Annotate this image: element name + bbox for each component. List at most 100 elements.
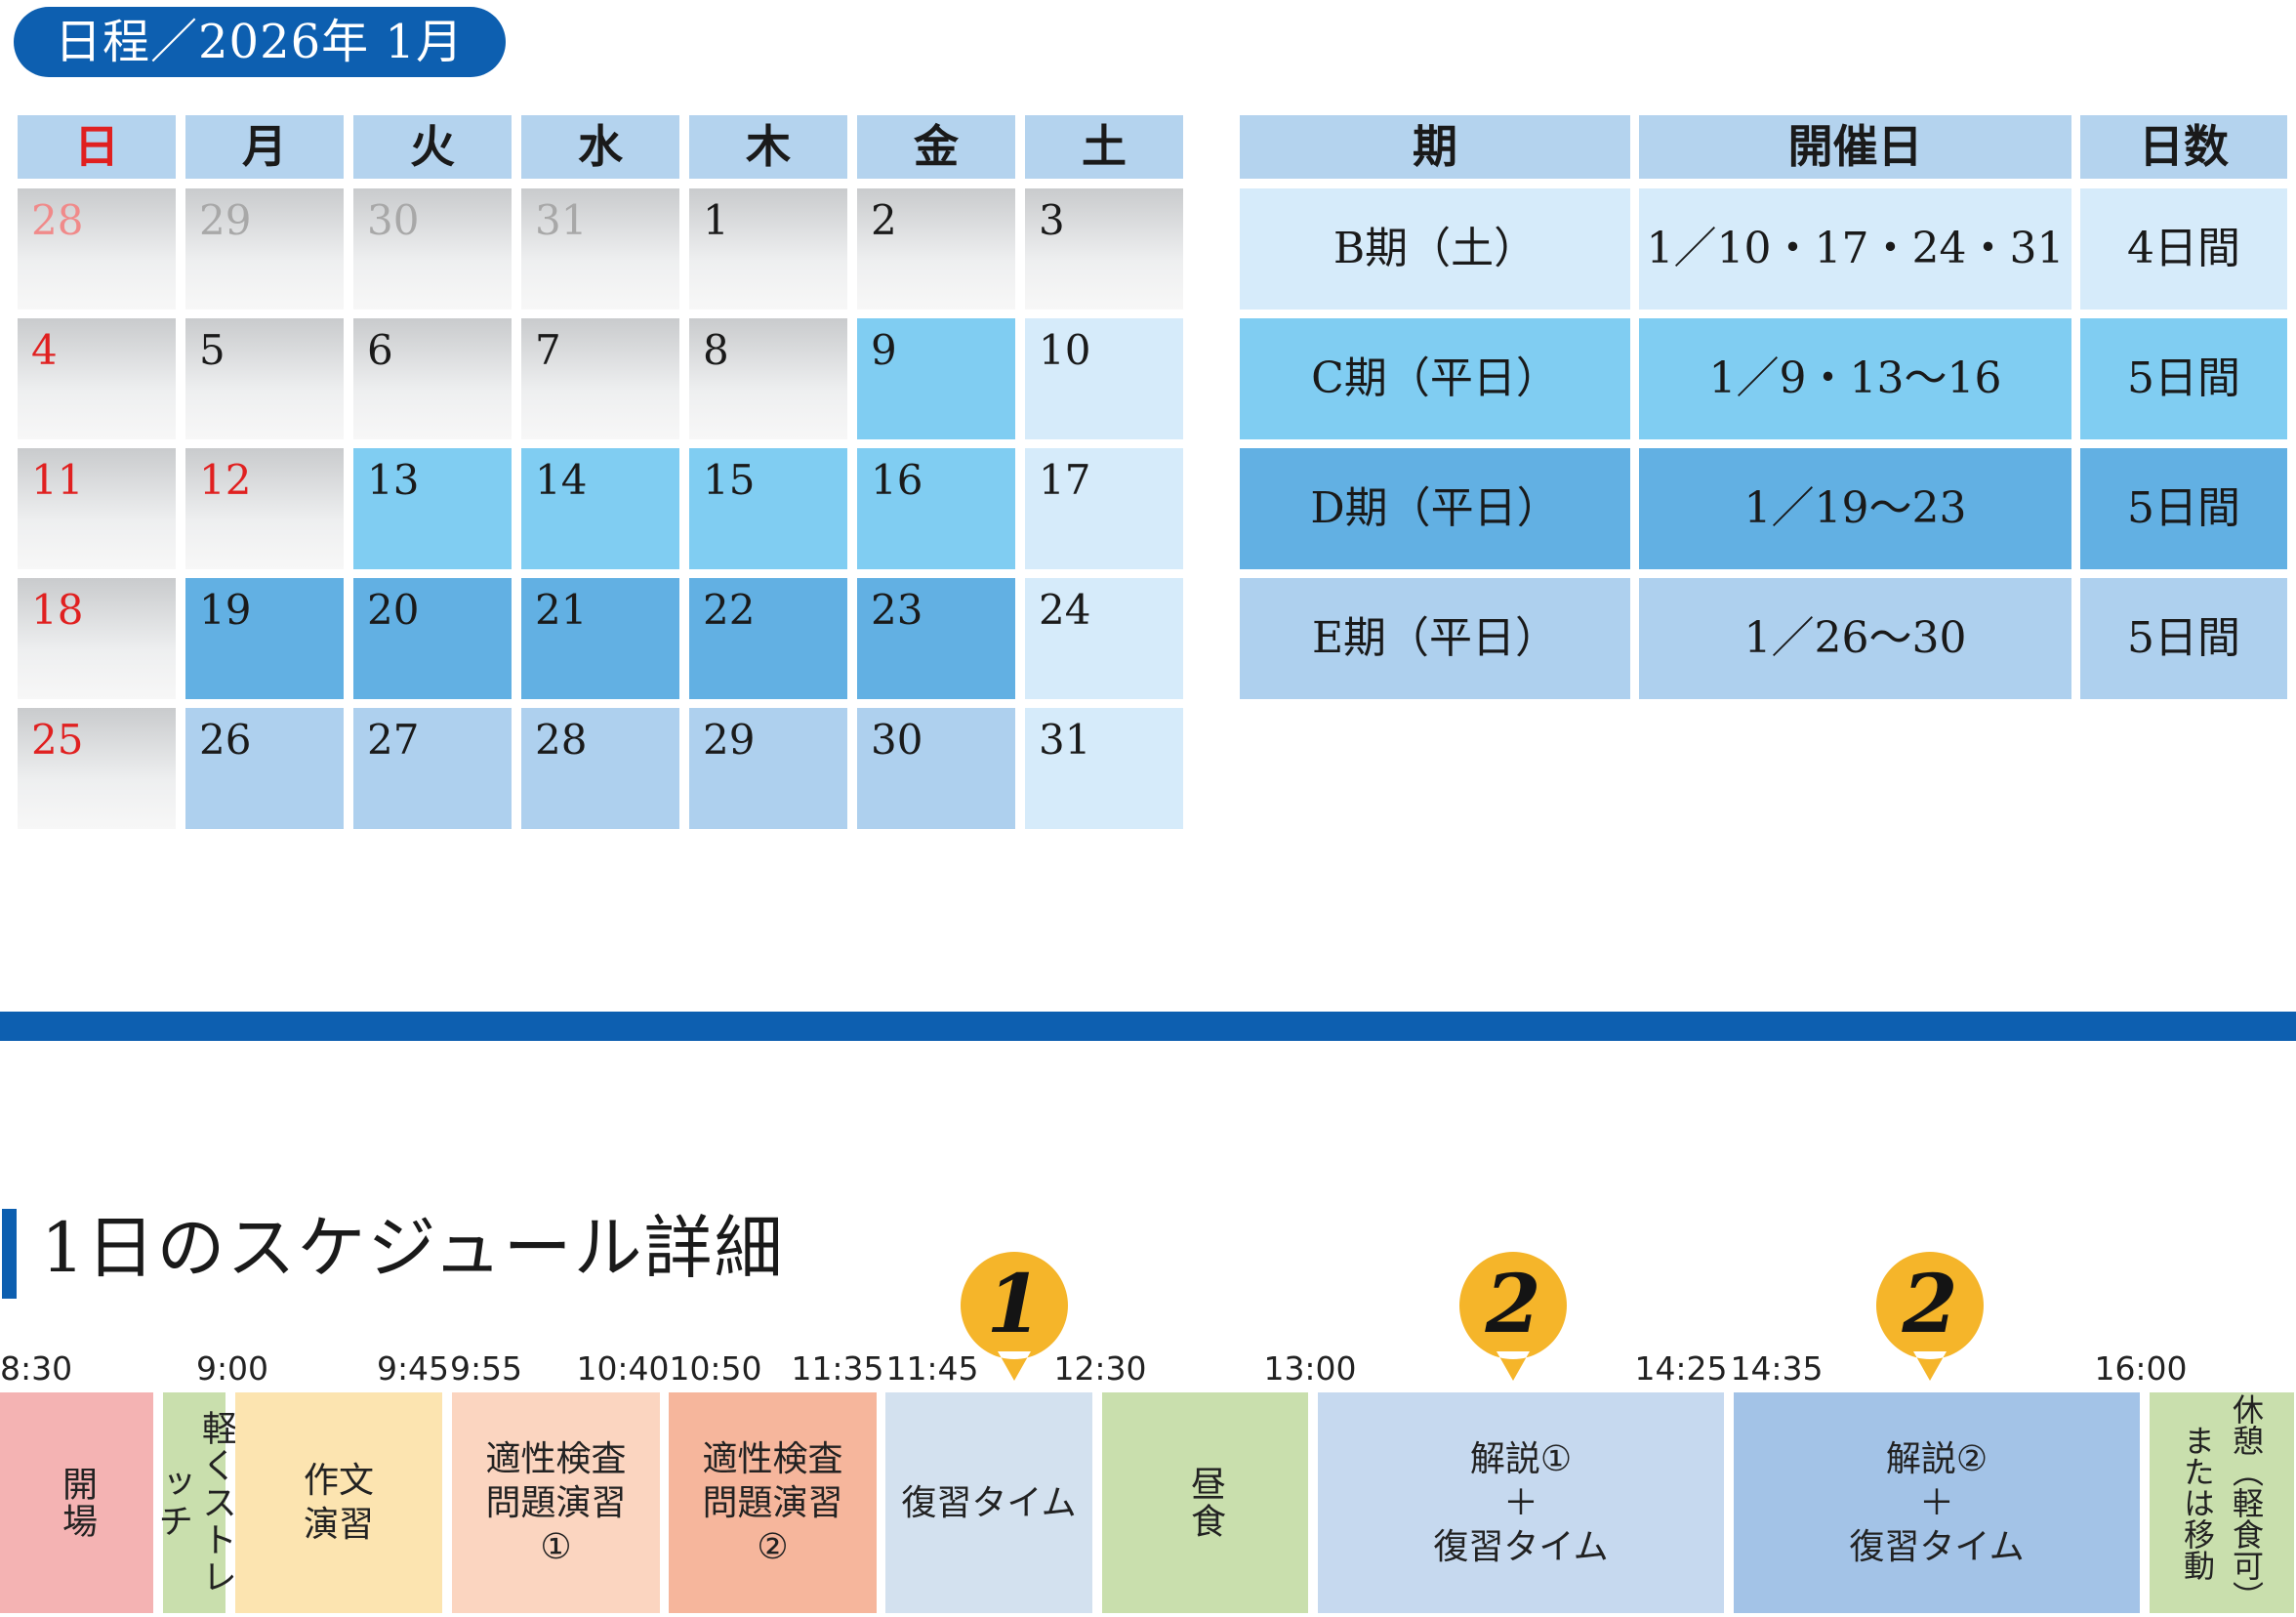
time-label: 10:40	[576, 1349, 670, 1388]
calendar-day: 16	[857, 448, 1015, 569]
block-label-line: ＋	[1502, 1482, 1538, 1523]
calendar-day: 2	[857, 188, 1015, 310]
period-dates-cell: 1／9・13〜16	[1639, 318, 2071, 439]
calendar-day: 15	[689, 448, 847, 569]
block-label-line: 適性検査	[485, 1438, 627, 1479]
block-label-line: ②	[757, 1526, 789, 1567]
calendar-day: 19	[185, 578, 344, 699]
section-title-marker	[2, 1209, 17, 1299]
break-label-line: 休憩（軽食可）	[2228, 1393, 2265, 1612]
calendar-day: 23	[857, 578, 1015, 699]
block-label: 適性検査 問題演習 ①	[485, 1437, 626, 1569]
break-label: 休憩（軽食可） または移動	[2178, 1393, 2266, 1612]
weekday-header: 日	[18, 115, 176, 179]
calendar-day: 27	[353, 708, 512, 829]
time-label: 16:00	[2094, 1349, 2188, 1388]
time-label: 9:45	[376, 1349, 450, 1388]
block-label-line: ①	[540, 1526, 572, 1567]
calendar-day: 21	[521, 578, 679, 699]
calendar-day: 17	[1025, 448, 1183, 569]
block-label-line: 適性検査	[702, 1438, 843, 1479]
review-badge-2: 2	[1457, 1250, 1569, 1381]
badge-number: 2	[1485, 1258, 1541, 1351]
time-label: 9:00	[195, 1349, 269, 1388]
calendar-day: 31	[1025, 708, 1183, 829]
calendar-day: 14	[521, 448, 679, 569]
block-label: 昼食	[1185, 1466, 1225, 1540]
block-label: 適性検査 問題演習 ②	[702, 1437, 842, 1569]
calendar-day: 25	[18, 708, 176, 829]
weekday-header: 月	[185, 115, 344, 179]
break-label-line: または移動	[2179, 1425, 2216, 1581]
block-label-line: 解説②	[1885, 1438, 1988, 1479]
block-label: 作文 演習	[304, 1459, 374, 1547]
calendar-day: 22	[689, 578, 847, 699]
calendar-day: 3	[1025, 188, 1183, 310]
weekday-header: 水	[521, 115, 679, 179]
time-label: 14:35	[1730, 1349, 1824, 1388]
calendar-day: 5	[185, 318, 344, 439]
time-label: 11:45	[885, 1349, 979, 1388]
period-dates-cell: 1／26〜30	[1639, 578, 2071, 699]
calendar-day: 29	[185, 188, 344, 310]
calendar-day: 26	[185, 708, 344, 829]
period-name-cell: E期（平日）	[1240, 578, 1630, 699]
time-label: 11:35	[791, 1349, 884, 1388]
schedule-block: 復習タイム	[885, 1392, 1092, 1613]
period-dates-cell: 1／19〜23	[1639, 448, 2071, 569]
time-label: 8:30	[0, 1349, 73, 1388]
period-table-header: 開催日	[1639, 115, 2071, 179]
calendar-day: 30	[857, 708, 1015, 829]
period-dates-cell: 1／10・17・24・31	[1639, 188, 2071, 310]
calendar-day: 13	[353, 448, 512, 569]
schedule-block: 適性検査 問題演習 ①	[452, 1392, 660, 1613]
review-badge-1: 1	[959, 1250, 1070, 1381]
calendar-day: 11	[18, 448, 176, 569]
calendar-day: 4	[18, 318, 176, 439]
calendar-day: 30	[353, 188, 512, 310]
schedule-block: 解説① ＋復習タイム	[1318, 1392, 1724, 1613]
block-label-line: 復習タイム	[1433, 1526, 1609, 1567]
calendar-day: 9	[857, 318, 1015, 439]
calendar-day: 28	[521, 708, 679, 829]
period-table-header: 期	[1240, 115, 1630, 179]
calendar-day: 12	[185, 448, 344, 569]
weekday-header: 木	[689, 115, 847, 179]
weekday-header: 火	[353, 115, 512, 179]
time-label: 10:50	[669, 1349, 762, 1388]
block-label: 復習タイム	[901, 1482, 1077, 1523]
calendar-day: 7	[521, 318, 679, 439]
period-days-cell: 5日間	[2080, 578, 2287, 699]
calendar-day: 10	[1025, 318, 1183, 439]
block-label-line: 問題演習	[485, 1482, 627, 1523]
schedule-block: 軽くストレッチ	[152, 1392, 236, 1613]
calendar-day: 20	[353, 578, 512, 699]
period-table-header: 日数	[2080, 115, 2287, 179]
schedule-block: 昼食	[1102, 1392, 1308, 1613]
calendar-day: 24	[1025, 578, 1183, 699]
review-badge-2: 2	[1874, 1250, 1986, 1381]
calendar-day: 29	[689, 708, 847, 829]
time-label: 13:00	[1263, 1349, 1357, 1388]
time-label: 9:55	[449, 1349, 523, 1388]
block-label: 開場	[57, 1466, 97, 1540]
block-label-line: 問題演習	[702, 1482, 843, 1523]
calendar-day: 6	[353, 318, 512, 439]
period-days-cell: 4日間	[2080, 188, 2287, 310]
weekday-header: 金	[857, 115, 1015, 179]
badge-number: 1	[986, 1258, 1043, 1351]
schedule-block: 休憩（軽食可） または移動	[2150, 1392, 2294, 1613]
section-divider	[0, 1012, 2296, 1041]
block-label: 解説② ＋復習タイム	[1849, 1437, 2024, 1569]
block-label-line: 復習タイム	[1849, 1526, 2025, 1567]
schedule-section-title: 1日のスケジュール詳細	[41, 1208, 785, 1288]
block-label: 解説① ＋復習タイム	[1433, 1437, 1608, 1569]
block-label: 軽くストレッチ	[152, 1410, 236, 1596]
schedule-block: 開場	[0, 1392, 153, 1613]
block-label-line: 作文	[303, 1461, 374, 1501]
calendar-day: 18	[18, 578, 176, 699]
calendar-day: 1	[689, 188, 847, 310]
calendar-day: 31	[521, 188, 679, 310]
period-name-cell: B期（土）	[1240, 188, 1630, 310]
period-days-cell: 5日間	[2080, 448, 2287, 569]
